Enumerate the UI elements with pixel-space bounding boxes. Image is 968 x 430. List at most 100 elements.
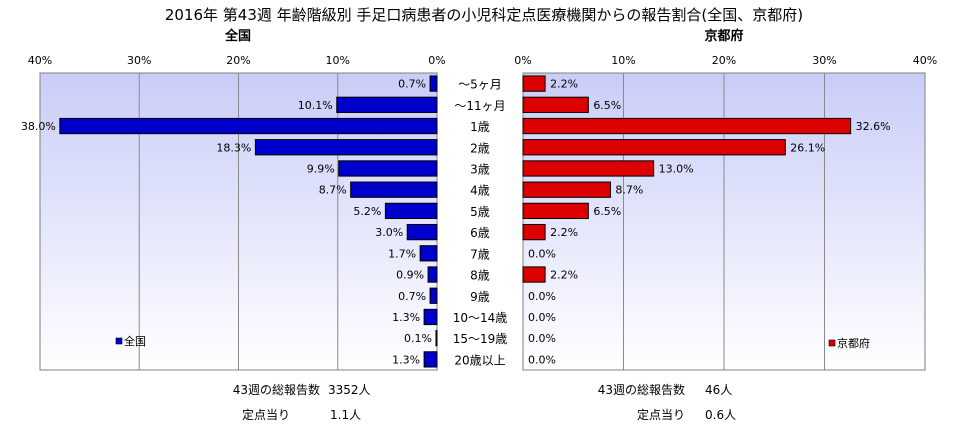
data-label-national: 18.3% <box>216 141 251 154</box>
category-label: 6歳 <box>470 226 490 240</box>
legend-label-kyoto: 京都府 <box>837 336 870 350</box>
data-label-national: 1.3% <box>392 353 420 366</box>
bar-national <box>254 139 438 156</box>
category-label: 4歳 <box>470 184 490 198</box>
bar-kyoto <box>522 223 546 241</box>
summary-kyoto-per-label: 定点当り <box>637 407 685 422</box>
data-label-national: 3.0% <box>375 226 403 239</box>
data-label-national: 1.7% <box>388 247 416 260</box>
x-tick-label: 10% <box>326 54 350 67</box>
bar-kyoto <box>522 96 589 113</box>
summary-kyoto-per-value: 0.6人 <box>705 408 736 422</box>
data-label-kyoto: 2.2% <box>550 269 578 282</box>
legend-swatch-national <box>115 337 123 345</box>
x-tick-label: 40% <box>28 54 52 67</box>
data-label-national: 9.9% <box>307 162 335 175</box>
legend-swatch-kyoto <box>828 339 836 347</box>
chart-title: 2016年 第43週 年齢階級別 手足口病患者の小児科定点医療機関からの報告割合… <box>165 6 803 24</box>
bar-national <box>350 181 438 198</box>
panel-heading-national: 全国 <box>224 28 251 44</box>
category-label: 9歳 <box>470 290 490 304</box>
summary-national-per-label: 定点当り <box>242 407 290 422</box>
bar-national <box>419 245 438 262</box>
data-label-national: 38.0% <box>21 120 56 133</box>
bar-kyoto <box>522 117 852 135</box>
data-label-kyoto: 32.6% <box>856 120 891 133</box>
category-label: 20歳以上 <box>454 353 505 367</box>
category-label: 1歳 <box>470 120 490 134</box>
data-label-national: 0.7% <box>398 78 426 91</box>
x-tick-label: 20% <box>712 54 736 67</box>
bar-kyoto <box>522 266 546 283</box>
data-label-kyoto: 6.5% <box>593 205 621 218</box>
data-label-kyoto: 0.0% <box>528 332 556 345</box>
data-label-kyoto: 0.0% <box>528 247 556 260</box>
category-label: 15～19歳 <box>453 332 508 346</box>
x-axis-ticks-national: 0% 10% 20% 30% 40% <box>28 54 446 67</box>
legend-kyoto: 京都府 <box>828 336 870 350</box>
category-label: 5歳 <box>470 205 490 219</box>
category-label: 2歳 <box>470 141 490 155</box>
x-tick-label: 20% <box>226 54 250 67</box>
category-label: 7歳 <box>470 247 490 261</box>
bars-national: 0.7% 10.1% 38.0% 18.3% 9.9% 8.7% 5.2% 3.0% 1.7% 0… <box>21 75 438 368</box>
bar-kyoto <box>522 160 655 177</box>
bars-kyoto: 2.2% 6.5% 32.6% 26.1% 13.0% 8.7% 6.5% 2.2% 0.0% 2… <box>522 75 891 366</box>
summary-national-per-value: 1.1人 <box>330 408 361 422</box>
data-label-national: 0.9% <box>396 269 424 282</box>
data-label-national: 0.7% <box>398 290 426 303</box>
summary-national-total-value: 3352人 <box>328 383 371 397</box>
x-tick-label: 30% <box>127 54 151 67</box>
bar-national <box>59 117 438 135</box>
bar-kyoto <box>522 181 611 198</box>
bar-national <box>435 330 438 347</box>
x-tick-label: 0% <box>428 54 445 67</box>
x-tick-label: 30% <box>812 54 836 67</box>
summary-kyoto: 43週の総報告数 46人 定点当り 0.6人 <box>598 382 736 422</box>
data-label-kyoto: 2.2% <box>550 226 578 239</box>
category-label: 3歳 <box>470 162 490 176</box>
data-label-kyoto: 2.2% <box>550 78 578 91</box>
data-label-kyoto: 0.0% <box>528 290 556 303</box>
data-label-kyoto: 6.5% <box>593 99 621 112</box>
bar-national <box>384 202 438 220</box>
bar-national <box>427 266 438 283</box>
data-label-kyoto: 8.7% <box>615 184 643 197</box>
bar-kyoto <box>522 75 546 92</box>
data-label-national: 0.1% <box>404 332 432 345</box>
bar-kyoto <box>522 202 589 220</box>
data-label-kyoto: 0.0% <box>528 311 556 324</box>
data-label-kyoto: 26.1% <box>790 141 825 154</box>
x-axis-ticks-kyoto: 0% 10% 20% 30% 40% <box>514 54 937 67</box>
category-labels: ～5ヶ月 ～11ヶ月 1歳 2歳 3歳 4歳 5歳 6歳 7歳 8歳 9歳 10～14歳 15～19歳 2… <box>453 78 508 368</box>
legend-national: 全国 <box>115 334 146 348</box>
data-label-national: 8.7% <box>319 184 347 197</box>
category-label: ～5ヶ月 <box>458 78 502 92</box>
bar-national <box>336 96 438 113</box>
bar-national <box>423 308 438 326</box>
panel-heading-kyoto: 京都府 <box>704 28 743 44</box>
category-label: 10～14歳 <box>453 311 508 325</box>
summary-kyoto-total-label: 43週の総報告数 <box>598 382 685 397</box>
bar-national <box>406 223 438 241</box>
bar-national <box>429 75 438 92</box>
data-label-national: 5.2% <box>353 205 381 218</box>
x-tick-label: 40% <box>913 54 937 67</box>
data-label-national: 10.1% <box>298 99 333 112</box>
data-label-kyoto: 0.0% <box>528 353 556 366</box>
summary-national: 43週の総報告数 3352人 定点当り 1.1人 <box>233 382 371 422</box>
data-label-kyoto: 13.0% <box>659 162 694 175</box>
category-label: 8歳 <box>470 269 490 283</box>
bar-kyoto <box>522 139 786 156</box>
x-tick-label: 10% <box>611 54 635 67</box>
data-label-national: 1.3% <box>392 311 420 324</box>
bar-national <box>423 351 438 368</box>
bar-national <box>338 160 438 177</box>
summary-national-total-label: 43週の総報告数 <box>233 382 320 397</box>
bar-national <box>429 287 438 304</box>
category-label: ～11ヶ月 <box>454 99 505 113</box>
x-tick-label: 0% <box>514 54 531 67</box>
summary-kyoto-total-value: 46人 <box>705 383 732 397</box>
legend-label-national: 全国 <box>124 334 146 348</box>
